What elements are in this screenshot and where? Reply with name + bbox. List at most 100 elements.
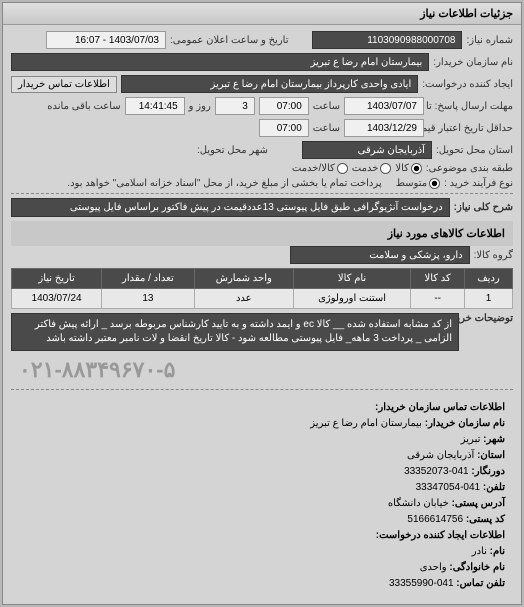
phone-label: تلفن: (483, 482, 505, 493)
row-number: شماره نیاز: 1103090988000708 تاریخ و ساع… (11, 31, 513, 49)
th-unit: واحد شمارش (194, 269, 293, 289)
days-remain: 3 (215, 97, 255, 115)
org-label: نام سازمان خریدار: (425, 418, 505, 429)
radio-dot-icon (380, 163, 391, 174)
th-date: تاریخ نیاز (12, 269, 102, 289)
phone-value: 041-33347054 (416, 482, 481, 493)
creator-label: ایجاد کننده درخواست: (422, 79, 513, 90)
location-label: استان محل تحویل: (436, 145, 513, 156)
grouping-opt1: کالا (395, 163, 409, 174)
table-header-row: ردیف کد کالا نام کالا واحد شمارش تعداد /… (12, 269, 513, 289)
th-code: کد کالا (411, 269, 465, 289)
name-value: نادر (472, 546, 487, 557)
row-validity: حداقل تاریخ اعتبار قیمت: تا تاریخ: 1403/… (11, 119, 513, 137)
note-label: توضیحات خریدار: (463, 313, 513, 324)
goods-table: ردیف کد کالا نام کالا واحد شمارش تعداد /… (11, 268, 513, 309)
radio-dot-icon (411, 163, 422, 174)
buyer-label: نام سازمان خریدار: (433, 57, 513, 68)
family-label: نام خانوادگی: (449, 562, 505, 573)
min-valid-time: 07:00 (259, 119, 309, 137)
number-field: 1103090988000708 (312, 31, 462, 49)
datetime-field: 1403/07/03 - 16:07 (46, 31, 166, 49)
goods-section-title: اطلاعات کالاهای مورد نیاز (11, 221, 513, 246)
row-buyer: نام سازمان خریدار: بیمارستان امام رضا ع … (11, 53, 513, 71)
group-field: دارو، پزشکی و سلامت (290, 246, 470, 264)
datetime-label: تاریخ و ساعت اعلان عمومی: (170, 35, 289, 46)
row-creator: ایجاد کننده درخواست: ایادی واحدی کارپردا… (11, 75, 513, 93)
radio-dot-icon (337, 163, 348, 174)
process-note: پرداخت تمام یا بخشی از مبلغ خرید، از محل… (67, 178, 381, 189)
fax-label: دورنگار: (471, 466, 505, 477)
contact-postal: کد پستی: 5166614756 (19, 512, 505, 528)
contact-address: آدرس پستی: خیابان دانشگاه (19, 496, 505, 512)
contact-phone: تلفن: 041-33347054 (19, 480, 505, 496)
cell-row: 1 (465, 289, 513, 309)
contact-phone-value: 041-33355990 (389, 578, 454, 589)
city-value: تبریز (461, 434, 481, 445)
cell-qty: 13 (102, 289, 195, 309)
creator-field: ایادی واحدی کارپرداز بیمارستان امام رضا … (121, 75, 418, 93)
large-phone: ۰۲۱-۸۸۳۴۹۶۷۰-۵ (11, 355, 513, 385)
contact-button[interactable]: اطلاعات تماس خریدار (11, 76, 117, 93)
contact-city: شهر: تبریز (19, 432, 505, 448)
deadline-label: مهلت ارسال پاسخ: تا تاریخ: (428, 101, 513, 112)
th-name: نام کالا (293, 269, 410, 289)
creator-header-label: اطلاعات ایجاد کننده درخواست: (376, 530, 505, 541)
family-value: واحدی (420, 562, 447, 573)
org-value: بیمارستان امام رضا ع تبریز (310, 418, 422, 429)
creator-phone: تلفن تماس: 041-33355990 (19, 576, 505, 592)
radio-goods[interactable]: کالا (395, 163, 422, 174)
buyer-field: بیمارستان امام رضا ع تبریز (11, 53, 429, 71)
row-grouping: طبقه بندی موضوعی: کالا خدمت کالا/خدمت (11, 163, 513, 174)
radio-medium[interactable]: متوسط (396, 178, 440, 189)
time-remain: 14:41:45 (125, 97, 185, 115)
group-label: گروه کالا: (474, 250, 513, 261)
divider (11, 193, 513, 194)
panel-title: جزئیات اطلاعات نیاز (3, 3, 521, 25)
creator-family: نام خانوادگی: واحدی (19, 560, 505, 576)
grouping-label: طبقه بندی موضوعی: (426, 163, 513, 174)
note-field: از کد مشابه استفاده شده __ کالا ec و ایم… (11, 313, 459, 351)
table-row[interactable]: 1 -- استنت اورولوژی عدد 13 1403/07/24 (12, 289, 513, 309)
time-remain-label: ساعت باقی مانده (47, 101, 120, 112)
divider (11, 389, 513, 390)
row-deadline: مهلت ارسال پاسخ: تا تاریخ: 1403/07/07 سا… (11, 97, 513, 115)
grouping-opt2: خدمت (352, 163, 379, 174)
cell-code: -- (411, 289, 465, 309)
contact-phone-label: تلفن تماس: (456, 578, 505, 589)
grouping-opt3: کالا/خدمت (292, 163, 335, 174)
time-label-2: ساعت (313, 123, 340, 134)
time-label-1: ساعت (313, 101, 340, 112)
min-valid-label: حداقل تاریخ اعتبار قیمت: تا تاریخ: (428, 123, 513, 134)
min-valid-date: 1403/12/29 (344, 119, 424, 137)
th-row: ردیف (465, 269, 513, 289)
province-label: استان: (477, 450, 505, 461)
row-note: توضیحات خریدار: از کد مشابه استفاده شده … (11, 313, 513, 351)
cell-name: استنت اورولوژی (293, 289, 410, 309)
contact-fax: دورنگار: 041-33352073 (19, 464, 505, 480)
contacts-header-label: اطلاعات تماس سازمان خریدار: (375, 402, 505, 413)
process-label: نوع فرآیند خرید : (444, 178, 513, 189)
creator-header: اطلاعات ایجاد کننده درخواست: (19, 528, 505, 544)
cell-unit: عدد (194, 289, 293, 309)
city-label: شهر محل تحویل: (197, 145, 268, 156)
radio-service[interactable]: خدمت (352, 163, 392, 174)
panel-body: شماره نیاز: 1103090988000708 تاریخ و ساع… (3, 25, 521, 604)
details-panel: جزئیات اطلاعات نیاز شماره نیاز: 11030909… (2, 2, 522, 605)
row-location: استان محل تحویل: آذربایجان شرقی شهر محل … (11, 141, 513, 159)
cell-date: 1403/07/24 (12, 289, 102, 309)
postal-label: کد پستی: (466, 514, 505, 525)
desc-label: شرح کلی نیاز: (454, 202, 513, 213)
address-value: خیابان دانشگاه (388, 498, 449, 509)
city-label: شهر: (483, 434, 505, 445)
contact-section: اطلاعات تماس سازمان خریدار: نام سازمان خ… (11, 394, 513, 598)
deadline-date: 1403/07/07 (344, 97, 424, 115)
creator-name: نام: نادر (19, 544, 505, 560)
th-qty: تعداد / مقدار (102, 269, 195, 289)
radio-both[interactable]: کالا/خدمت (292, 163, 348, 174)
row-process: نوع فرآیند خرید : متوسط پرداخت تمام یا ب… (11, 178, 513, 189)
postal-value: 5166614756 (407, 514, 463, 525)
province-value: آذربایجان شرقی (407, 450, 474, 461)
deadline-time: 07:00 (259, 97, 309, 115)
days-remain-label: روز و (189, 101, 211, 112)
